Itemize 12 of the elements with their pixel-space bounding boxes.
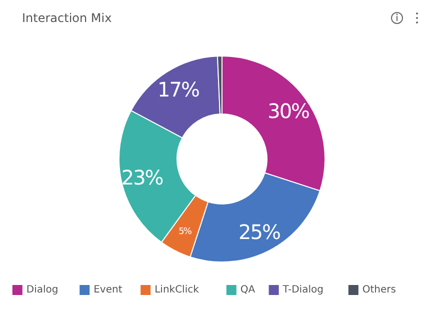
legend-label: Dialog — [26, 284, 58, 296]
legend-label: Event — [94, 284, 122, 296]
legend-label: T-Dialog — [282, 284, 324, 296]
legend-label: Others — [362, 284, 396, 296]
data-label: 17% — [158, 78, 200, 102]
data-label: 23% — [121, 165, 163, 190]
chart-title: Interaction Mix — [22, 11, 112, 25]
legend-label: QA — [240, 284, 256, 296]
legend-label: LinkClick — [154, 284, 200, 296]
data-label: 5% — [178, 227, 192, 238]
data-label: 25% — [238, 220, 280, 244]
data-label: 30% — [268, 98, 310, 123]
